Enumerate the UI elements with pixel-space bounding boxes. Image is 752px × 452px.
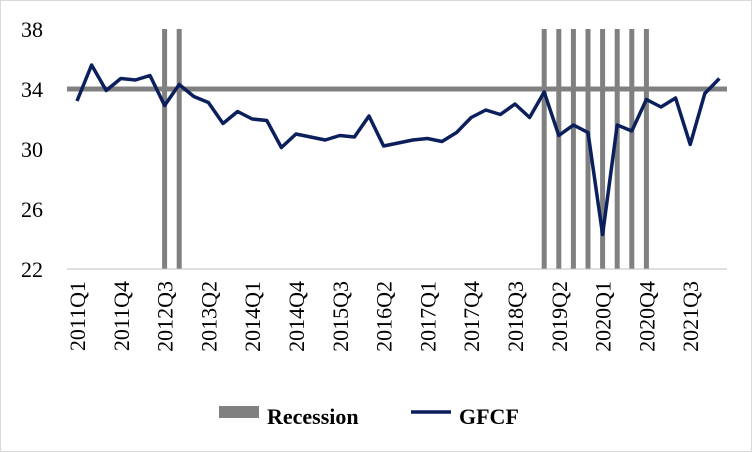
x-tick-label: 2018Q3 [503,281,528,352]
x-tick-label: 2020Q1 [591,281,616,352]
y-axis-ticks: 22 26 30 34 38 [21,17,43,282]
y-tick-label: 38 [21,17,43,42]
recession-bar [176,29,182,269]
recession-bar [570,29,576,269]
recession-bar [643,29,649,269]
recession-bar [162,29,168,269]
x-tick-label: 2020Q4 [634,281,659,352]
x-tick-label: 2011Q1 [65,281,90,351]
recession-bar [556,29,562,269]
y-tick-label: 30 [21,137,43,162]
recession-bar [541,29,547,269]
y-tick-label: 22 [21,257,43,282]
x-tick-label: 2012Q3 [153,281,178,352]
x-tick-label: 2011Q4 [109,281,134,351]
legend-gfcf-label: GFCF [459,404,519,429]
x-tick-label: 2017Q4 [459,281,484,352]
y-tick-label: 34 [21,77,43,102]
recession-bars [162,29,649,269]
legend-recession-swatch [219,406,259,418]
legend: Recession GFCF [219,404,519,429]
x-tick-label: 2016Q2 [372,281,397,352]
x-tick-label: 2019Q2 [547,281,572,352]
legend-recession-label: Recession [267,404,359,429]
gfcf-series-line [75,63,721,237]
recession-bar [600,29,606,269]
x-tick-label: 2021Q3 [678,281,703,352]
x-tick-label: 2014Q1 [240,281,265,352]
recession-bar [629,29,635,269]
recession-bar [614,29,620,269]
x-tick-label: 2014Q4 [284,281,309,352]
x-axis-ticks: 2011Q1 2011Q4 2012Q3 2013Q2 2014Q1 2014Q4 2015… [65,281,703,352]
x-tick-label: 2017Q1 [415,281,440,352]
recession-bar [585,29,591,269]
y-tick-label: 26 [21,197,43,222]
x-tick-label: 2015Q3 [328,281,353,352]
x-tick-label: 2013Q2 [196,281,221,352]
